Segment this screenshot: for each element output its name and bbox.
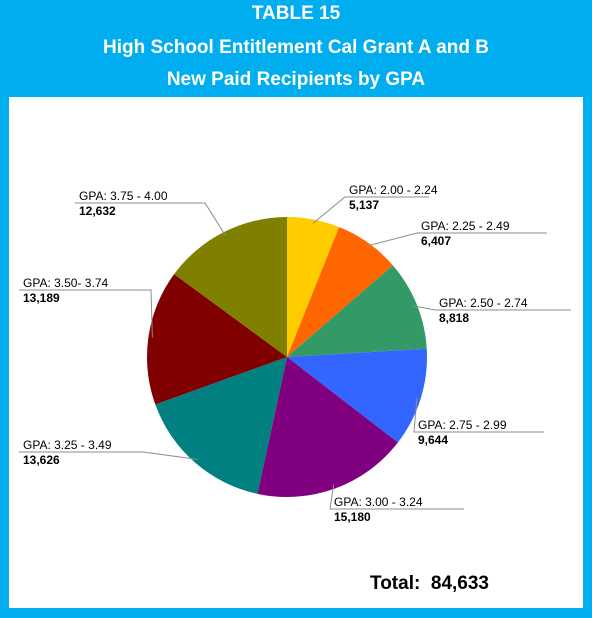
slice-label: GPA: 2.25 - 2.49 <box>421 219 510 233</box>
slice-value-label: 15,180 <box>334 510 371 524</box>
leader-line <box>19 451 198 460</box>
slice-label: GPA: 2.50 - 2.74 <box>439 296 528 310</box>
pie-slice <box>287 217 340 357</box>
table-number: TABLE 15 <box>251 3 341 24</box>
leader-line <box>75 202 226 236</box>
slice-value-label: 13,626 <box>23 453 60 467</box>
total-label: Total: <box>370 573 421 594</box>
slice-value-label: 9,644 <box>418 433 448 447</box>
leader-line <box>412 305 571 311</box>
pie-slice <box>155 357 287 494</box>
slice-value-label: 12,632 <box>79 204 116 218</box>
leader-line <box>19 289 153 338</box>
pie-slice <box>257 357 398 497</box>
leader-line <box>365 232 547 247</box>
pie-chart: GPA: 2.00 - 2.245,137 GPA: 2.25 - 2.496,4… <box>19 183 571 524</box>
pie-slice <box>287 265 427 357</box>
pie-slice <box>147 274 287 405</box>
pie-slice <box>287 227 393 357</box>
slice-label: GPA: 3.75 - 4.00 <box>79 189 168 203</box>
leader-line <box>413 397 544 433</box>
slice-label: GPA: 3.00 - 3.24 <box>334 495 423 509</box>
slice-label: GPA: 2.00 - 2.24 <box>349 183 438 197</box>
chart-title: High School Entitlement Cal Grant A and … <box>102 37 489 58</box>
leader-line <box>329 484 464 510</box>
chart-subtitle: New Paid Recipients by GPA <box>166 69 426 90</box>
slice-value-label: 13,189 <box>23 291 60 305</box>
slice-value-label: 6,407 <box>421 234 451 248</box>
total-readout: Total: 84,633 <box>370 573 489 595</box>
total-value: 84,633 <box>430 573 489 594</box>
slice-value-label: 5,137 <box>349 198 379 212</box>
slice-label: GPA: 2.75 - 2.99 <box>418 418 507 432</box>
pie-slice <box>174 217 287 357</box>
slice-value-label: 8,818 <box>439 311 469 325</box>
pie-slice <box>287 348 427 443</box>
leader-line <box>312 196 429 224</box>
chart-header: TABLE 15 High School Entitlement Cal Gra… <box>0 0 592 100</box>
slice-label: GPA: 3.50- 3.74 <box>23 276 108 290</box>
chart-panel: GPA: 2.00 - 2.24 5,137 GPA: 2.25 - 2.49 6,4… <box>9 97 583 608</box>
slice-label: GPA: 3.25 - 3.49 <box>23 438 112 452</box>
